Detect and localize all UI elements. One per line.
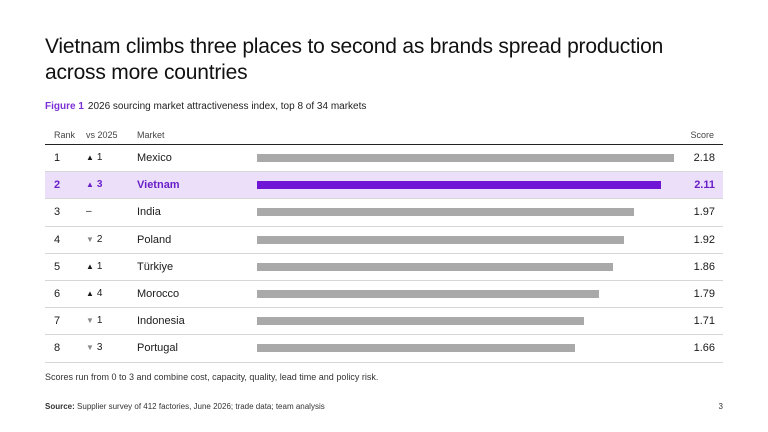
rank-cell: 8	[54, 342, 61, 355]
table-row: 2 ▲ 3 Vietnam 2.11	[45, 172, 723, 200]
change-value: 3	[96, 179, 103, 191]
bar-track	[257, 344, 697, 353]
score-bar	[257, 289, 599, 298]
bar-track	[257, 208, 697, 217]
bar-track	[257, 262, 697, 271]
rank-cell: 1	[54, 152, 61, 164]
market-cell: Vietnam	[137, 179, 180, 192]
change-value: 1	[96, 152, 103, 163]
market-cell: India	[137, 206, 161, 219]
triangle-up-icon: ▲	[86, 180, 94, 190]
figure-caption-text: 2026 sourcing market attractiveness inde…	[87, 101, 367, 112]
change-cell: ▼ 2	[86, 227, 102, 253]
score-value: 1.79	[693, 287, 715, 300]
triangle-down-icon: ▼	[86, 316, 94, 326]
triangle-up-icon: ▲	[86, 288, 94, 298]
page-title: Vietnam climbs three places to second as…	[45, 35, 664, 84]
source-line: Source: Supplier survey of 412 factories…	[45, 402, 325, 411]
change-cell: –	[86, 199, 92, 225]
figure-label: Figure 1	[45, 101, 84, 112]
table-row: 1 ▲ 1 Mexico 2.18	[45, 145, 723, 173]
rank-cell: 2	[54, 179, 61, 192]
score-bar	[257, 262, 613, 271]
bar-track	[257, 317, 697, 326]
rank-cell: 3	[54, 206, 61, 219]
rank-cell: 6	[54, 287, 61, 300]
score-bar	[257, 181, 661, 190]
table-body: 1 ▲ 1 Mexico 2.18 2 ▲ 3 Vietnam 2.11 3– India 1.97 4 ▼…	[45, 145, 723, 363]
market-cell: Türkiye	[137, 260, 174, 273]
score-bar	[257, 208, 634, 217]
rank-cell: 4	[54, 233, 61, 246]
source-label: Source:	[45, 402, 75, 411]
market-cell: Portugal	[137, 342, 178, 355]
triangle-up-icon: ▲	[86, 153, 94, 162]
change-value: 3	[96, 342, 103, 354]
market-cell: Mexico	[137, 152, 172, 164]
score-value: 2.18	[693, 152, 715, 164]
triangle-down-icon: ▼	[86, 234, 94, 244]
change-value: 1	[96, 260, 103, 272]
page-number: 3	[718, 402, 723, 411]
table-row: 5 ▲ 1 Türkiye 1.86	[45, 254, 723, 281]
score-bar	[257, 235, 624, 244]
table-header: Rank vs 2025 Market Score	[45, 127, 723, 145]
change-value: 1	[96, 315, 103, 327]
bar-track	[257, 154, 697, 162]
rank-cell: 5	[54, 260, 61, 273]
change-cell: ▼ 3	[86, 335, 102, 361]
score-value: 1.92	[693, 233, 715, 246]
score-value: 2.11	[694, 179, 715, 192]
table-row: 8 ▼ 3 Portugal 1.66	[45, 335, 723, 363]
source-text: Supplier survey of 412 factories, June 2…	[77, 402, 325, 411]
footnote: Scores run from 0 to 3 and combine cost,…	[45, 372, 379, 382]
score-value: 1.66	[693, 342, 715, 355]
market-cell: Indonesia	[137, 315, 185, 328]
change-value: 2	[96, 233, 103, 245]
rank-cell: 7	[54, 315, 61, 328]
market-cell: Poland	[137, 233, 172, 246]
change-cell: ▲ 1	[86, 145, 102, 171]
table-row: 4 ▼ 2 Poland 1.92	[45, 227, 723, 254]
table-row: 7 ▼ 1 Indonesia 1.71	[45, 308, 723, 336]
change-cell: ▲ 1	[86, 254, 102, 280]
table-row: 3 – India 1.97	[45, 199, 723, 227]
header-market: Market	[137, 130, 165, 140]
score-bar	[257, 154, 674, 162]
change-value: –	[86, 206, 92, 218]
score-bar	[257, 317, 584, 326]
header-score: Score	[690, 130, 714, 140]
header-rank: Rank	[54, 130, 76, 140]
score-bar	[257, 344, 575, 353]
triangle-down-icon: ▼	[86, 343, 94, 353]
figure-caption: Figure 1 2026 sourcing market attractiven…	[45, 101, 366, 112]
change-value: 4	[96, 287, 103, 299]
ranking-table: Rank vs 2025 Market Score 1 ▲ 1 Mexico 2.18 2…	[45, 127, 723, 363]
bar-track	[257, 181, 697, 190]
market-cell: Morocco	[137, 287, 180, 300]
change-cell: ▲ 4	[86, 281, 102, 307]
score-value: 1.86	[693, 260, 715, 273]
bar-track	[257, 289, 697, 298]
bar-track	[257, 235, 697, 244]
change-cell: ▼ 1	[86, 308, 102, 334]
score-value: 1.97	[693, 206, 715, 219]
header-vs-2025: vs 2025	[86, 130, 118, 140]
score-value: 1.71	[693, 315, 715, 328]
table-row: 6 ▲ 4 Morocco 1.79	[45, 281, 723, 309]
change-cell: ▲ 3	[86, 172, 102, 198]
triangle-up-icon: ▲	[86, 261, 94, 271]
